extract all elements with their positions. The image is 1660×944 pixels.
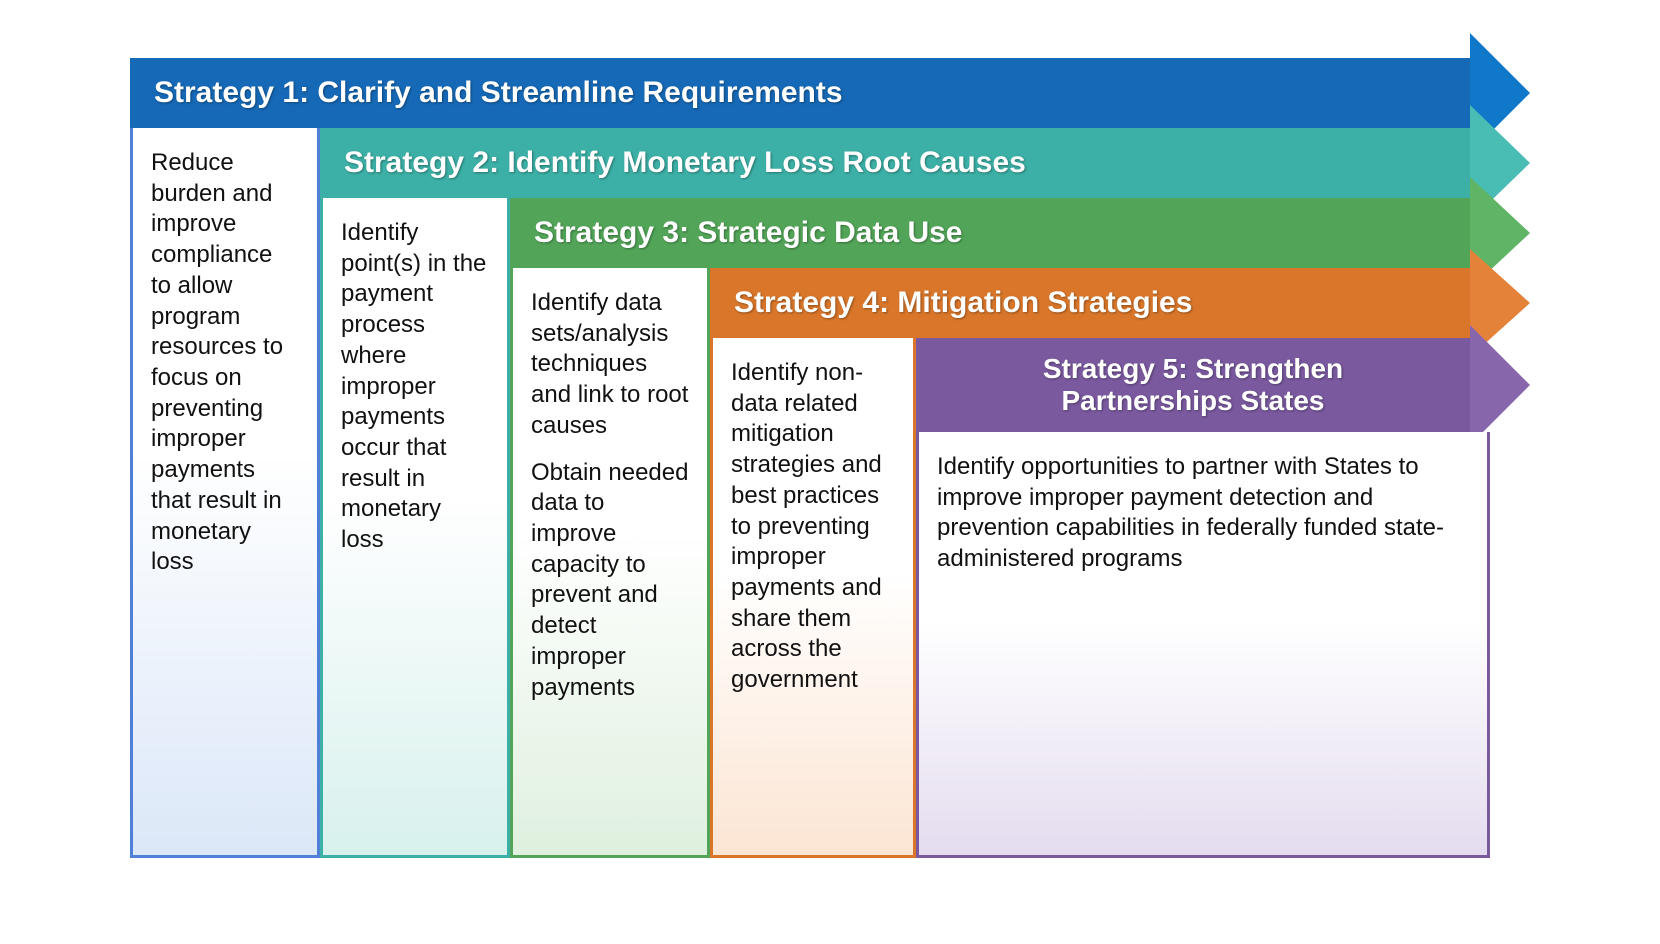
strategy-diagram: Strategy 1: Clarify and Streamline Requi… bbox=[0, 0, 1660, 944]
strategy-desc-3: Identify data sets/analysis techniques a… bbox=[510, 268, 710, 858]
strategy-title-2: Strategy 2: Identify Monetary Loss Root … bbox=[320, 128, 1470, 198]
strategy-desc-1: Reduce burden and improve compliance to … bbox=[130, 128, 320, 858]
arrow-head-icon bbox=[1470, 325, 1530, 445]
strategy-title-4: Strategy 4: Mitigation Strategies bbox=[710, 268, 1470, 338]
strategy-desc-1-para-1: Reduce burden and improve compliance to … bbox=[151, 148, 299, 578]
strategy-desc-3-para-2: Obtain needed data to improve capacity t… bbox=[531, 458, 689, 704]
strategy-arrow-1: Strategy 1: Clarify and Streamline Requi… bbox=[130, 58, 1530, 128]
strategy-title-1: Strategy 1: Clarify and Streamline Requi… bbox=[130, 58, 1470, 128]
strategy-arrow-2: Strategy 2: Identify Monetary Loss Root … bbox=[320, 128, 1530, 198]
strategy-desc-4-para-1: Identify non-data related mitigation str… bbox=[731, 358, 895, 696]
strategy-arrow-3: Strategy 3: Strategic Data Use bbox=[510, 198, 1530, 268]
strategy-desc-2: Identify point(s) in the payment process… bbox=[320, 198, 510, 858]
strategy-arrow-5: Strategy 5: StrengthenPartnerships State… bbox=[916, 338, 1530, 432]
strategy-title-5: Strategy 5: StrengthenPartnerships State… bbox=[916, 338, 1470, 432]
strategy-arrow-4: Strategy 4: Mitigation Strategies bbox=[710, 268, 1530, 338]
strategy-desc-4: Identify non-data related mitigation str… bbox=[710, 338, 916, 858]
strategy-desc-5-para-1: Identify opportunities to partner with S… bbox=[937, 452, 1469, 575]
strategy-desc-5: Identify opportunities to partner with S… bbox=[916, 432, 1490, 858]
strategy-desc-2-para-1: Identify point(s) in the payment process… bbox=[341, 218, 489, 556]
strategy-desc-3-para-1: Identify data sets/analysis techniques a… bbox=[531, 288, 689, 442]
strategy-title-3: Strategy 3: Strategic Data Use bbox=[510, 198, 1470, 268]
